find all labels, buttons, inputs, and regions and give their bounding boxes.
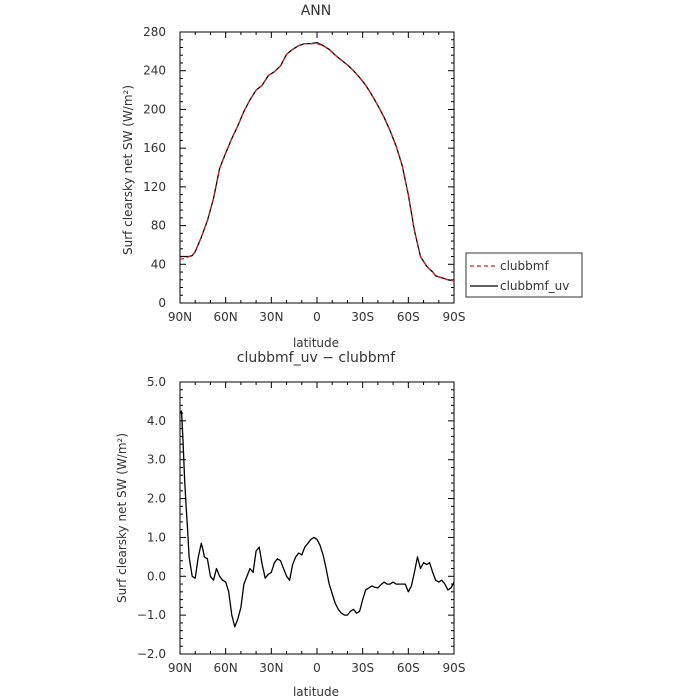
y-tick-label: −2.0 — [137, 647, 166, 661]
chart-top: ANN 90N 60N 30N 0 30S 60S 90S 0 40 80 120 160 200 240… — [121, 3, 465, 350]
x-tick-label: 60N — [214, 310, 238, 324]
legend: clubbmf clubbmf_uv — [465, 252, 583, 298]
y-tick-label: 2.0 — [147, 492, 166, 506]
chart-top-ylabel: Surf clearsky net SW (W/m²) — [121, 85, 135, 255]
y-tick-label: 80 — [151, 219, 166, 233]
legend-box — [465, 252, 583, 298]
x-tick-label: 60S — [397, 661, 420, 675]
series-line-difference — [179, 410, 455, 628]
y-tick-label: 200 — [143, 102, 166, 116]
x-tick-label: 60S — [397, 310, 420, 324]
y-tick-label: 5.0 — [147, 375, 166, 389]
chart-top-series — [179, 41, 455, 282]
chart-bottom-title: clubbmf_uv − clubbmf — [237, 350, 396, 366]
x-tick-label: 0 — [313, 661, 321, 675]
x-tick-label: 90S — [443, 310, 466, 324]
y-tick-label: 240 — [143, 64, 166, 78]
series-line-clubbmf_uv — [180, 41, 455, 282]
legend-label-clubbmf-uv: clubbmf_uv — [500, 279, 569, 293]
y-tick-label: 3.0 — [147, 453, 166, 467]
y-tick-label: 280 — [143, 25, 166, 39]
y-tick-label: 0.0 — [147, 569, 166, 583]
x-tick-label: 60N — [214, 661, 238, 675]
x-tick-label: 90S — [443, 661, 466, 675]
chart-top-title: ANN — [301, 3, 332, 19]
y-tick-label: 120 — [143, 180, 166, 194]
chart-bottom-ylabel: Surf clearsky net SW (W/m²) — [115, 433, 129, 603]
x-tick-label: 30N — [259, 661, 283, 675]
y-tick-label: 160 — [143, 141, 166, 155]
y-tick-label: −1.0 — [137, 608, 166, 622]
series-line-clubbmf — [179, 42, 455, 282]
x-tick-label: 0 — [313, 310, 321, 324]
legend-label-clubbmf: clubbmf — [500, 259, 549, 273]
x-tick-label: 30N — [259, 310, 283, 324]
plot-frame — [179, 381, 455, 655]
x-tick-label: 30S — [351, 661, 374, 675]
y-tick-label: 1.0 — [147, 530, 166, 544]
chart-bottom-axes: 90N 60N 30N 0 30S 60S 90S −2.0 −1.0 0.0 1.0 2.0 3.0 4… — [137, 375, 466, 675]
x-tick-label: 90N — [168, 310, 192, 324]
chart-bottom: clubbmf_uv − clubbmf 90N 60N 30N 0 30S 60S 90S… — [115, 350, 465, 699]
y-tick-label: 0 — [158, 296, 166, 310]
y-tick-label: 4.0 — [147, 414, 166, 428]
chart-top-axes: 90N 60N 30N 0 30S 60S 90S 0 40 80 120 160 200 240 280 — [143, 25, 465, 324]
x-tick-label: 90N — [168, 661, 192, 675]
x-tick-label: 30S — [351, 310, 374, 324]
chart-bottom-series — [179, 410, 455, 628]
y-tick-label: 40 — [151, 257, 166, 271]
chart-bottom-xlabel: latitude — [293, 685, 339, 699]
plot-frame — [179, 31, 455, 304]
chart-top-xlabel: latitude — [293, 336, 339, 350]
